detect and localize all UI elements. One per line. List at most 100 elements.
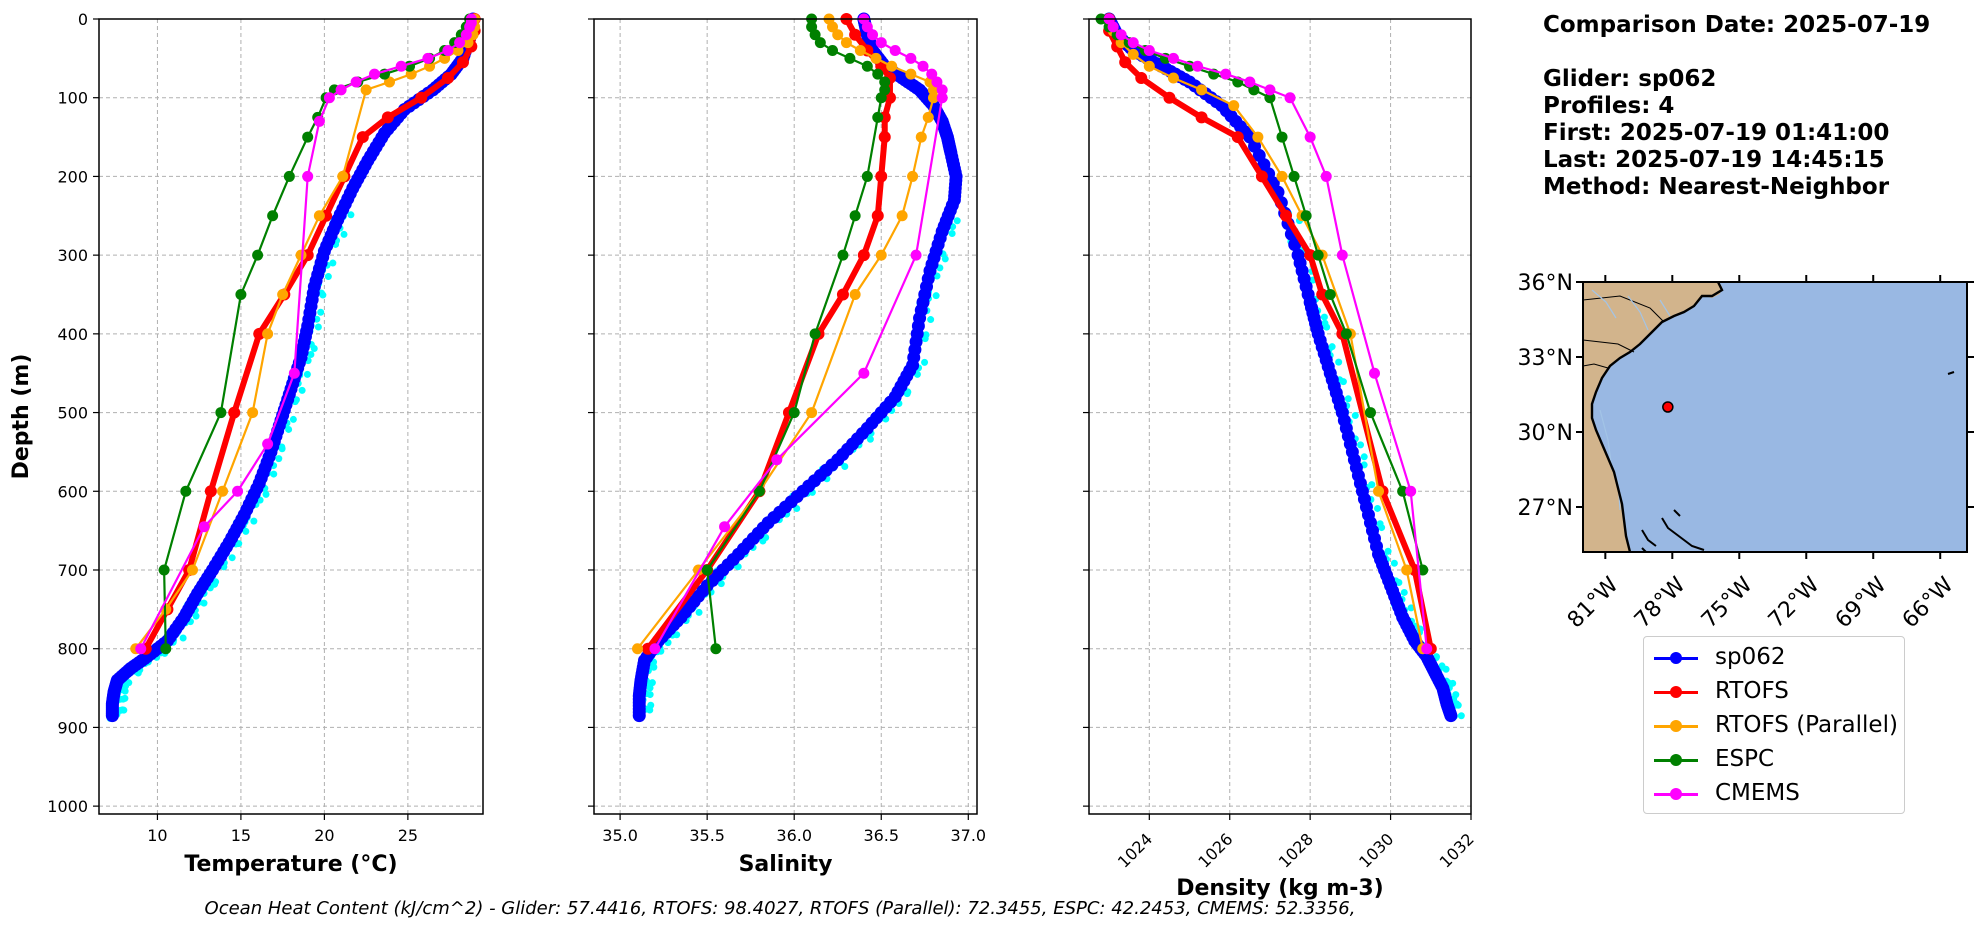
data-point-rtofs_parallel [1252, 131, 1264, 143]
info-spacer [1543, 39, 1930, 66]
raw-glider-point [307, 350, 315, 358]
data-point-espc [1324, 288, 1336, 300]
data-point-cmems [719, 521, 731, 533]
data-point-rtofs [1135, 72, 1148, 85]
legend-item-cmems: CMEMS [1644, 777, 1904, 811]
data-point-rtofs [441, 72, 454, 85]
data-point-cmems [1264, 84, 1276, 96]
raw-glider-point [759, 537, 767, 545]
data-point-rtofs [849, 28, 862, 41]
panel-2: 35.0 35.5 36.0 36.5 37.0 Salinity [588, 12, 986, 877]
data-point-espc [861, 170, 873, 182]
raw-glider-point [119, 695, 127, 703]
data-point-cmems [1107, 21, 1119, 33]
data-point-rtofs_parallel [1196, 84, 1208, 96]
data-point-cmems [910, 249, 922, 261]
raw-glider-point [1390, 559, 1398, 567]
data-point-cmems [858, 367, 870, 379]
data-point-rtofs_parallel [632, 643, 644, 655]
x-tick-label: 15 [231, 826, 251, 845]
data-point-rtofs_parallel [832, 29, 844, 41]
data-point-espc [235, 288, 247, 300]
y-tick-label: 600 [57, 482, 88, 501]
raw-glider-point [310, 344, 318, 352]
data-point-espc [753, 485, 765, 497]
data-point-espc [1264, 92, 1276, 104]
data-point-espc [872, 111, 884, 123]
data-point-rtofs_parallel [922, 111, 934, 123]
raw-glider-point [1400, 588, 1408, 596]
data-point-espc [849, 210, 861, 222]
raw-glider-point [1374, 504, 1382, 512]
x-tick-label: 1032 [1436, 829, 1478, 871]
legend-item-sp062: sp062 [1644, 641, 1904, 675]
method: Method: Nearest-Neighbor [1543, 174, 1890, 200]
data-point-cmems [889, 44, 901, 56]
data-point-rtofs_parallel [1167, 72, 1179, 84]
data-point-espc [844, 52, 856, 64]
x-tick-label: 25 [398, 826, 418, 845]
data-point-cmems [313, 115, 325, 127]
data-point-sp062 [1444, 709, 1458, 723]
data-point-rtofs_parallel [896, 210, 908, 222]
raw-glider-point [1357, 441, 1365, 449]
data-point-rtofs_parallel [1228, 100, 1240, 112]
data-point-cmems [926, 68, 938, 80]
series-line-rtofs_parallel [1108, 18, 1424, 649]
raw-glider-point [270, 470, 278, 478]
raw-glider-point [921, 335, 929, 343]
data-point-rtofs_parallel [247, 407, 259, 419]
data-point-rtofs_parallel [1127, 48, 1139, 60]
y-axis-label: Depth (m) [9, 354, 34, 480]
data-point-rtofs_parallel [360, 84, 372, 96]
data-point-espc [215, 407, 227, 419]
x-tick-label: 36.5 [863, 826, 899, 845]
data-point-espc [814, 37, 826, 49]
data-point-rtofs_parallel [849, 288, 861, 300]
data-point-espc [827, 44, 839, 56]
raw-glider-point [1407, 604, 1415, 612]
data-point-rtofs [1163, 91, 1176, 104]
raw-glider-point [200, 599, 208, 607]
y-tick-label: 400 [57, 325, 88, 344]
raw-glider-point [262, 490, 270, 498]
data-point-rtofs_parallel [875, 249, 887, 261]
data-point-rtofs_parallel [886, 60, 898, 72]
x-tick-label: 35.5 [689, 826, 725, 845]
last-time: Last: 2025-07-19 14:45:15 [1543, 147, 1885, 173]
data-point-rtofs_parallel [1373, 485, 1385, 497]
x-tick-label: 37.0 [950, 826, 986, 845]
panel-3: 1024 1026 1028 1030 1032 Density (kg m-3) [1083, 12, 1478, 901]
lon-tick-label: 75°W [1697, 572, 1758, 633]
data-point-cmems [135, 643, 147, 655]
lon-tick-label: 81°W [1563, 572, 1624, 633]
raw-glider-point [841, 463, 849, 471]
legend-swatch-marker [1670, 754, 1682, 766]
data-point-rtofs_parallel [186, 564, 198, 576]
data-point-espc [1300, 210, 1312, 222]
data-point-cmems [1284, 92, 1296, 104]
ohc-footer: Ocean Heat Content (kJ/cm^2) - Glider: 5… [204, 898, 1356, 919]
x-tick-label: 10 [147, 826, 167, 845]
data-point-rtofs [1195, 111, 1208, 124]
axes-frame [1088, 18, 1472, 815]
lat-tick-label: 30°N [1518, 421, 1573, 446]
data-point-rtofs [204, 485, 217, 498]
raw-glider-point [347, 211, 355, 219]
data-point-rtofs_parallel [217, 485, 229, 497]
y-tick-label: 900 [57, 718, 88, 737]
data-point-rtofs [1231, 131, 1244, 144]
data-point-cmems [1143, 44, 1155, 56]
axes-frame [593, 18, 978, 815]
data-point-espc [1340, 328, 1352, 340]
legend-swatch-marker [1670, 686, 1682, 698]
legend-item-rtofs_parallel: RTOFS (Parallel) [1644, 709, 1904, 743]
data-point-cmems [460, 29, 472, 41]
x-axis-label: Salinity [739, 852, 833, 877]
x-tick-label: 1026 [1194, 829, 1236, 871]
data-point-espc [1276, 131, 1288, 143]
raw-glider-point [319, 291, 327, 299]
raw-glider-point [1323, 323, 1331, 331]
data-point-rtofs [253, 327, 266, 340]
